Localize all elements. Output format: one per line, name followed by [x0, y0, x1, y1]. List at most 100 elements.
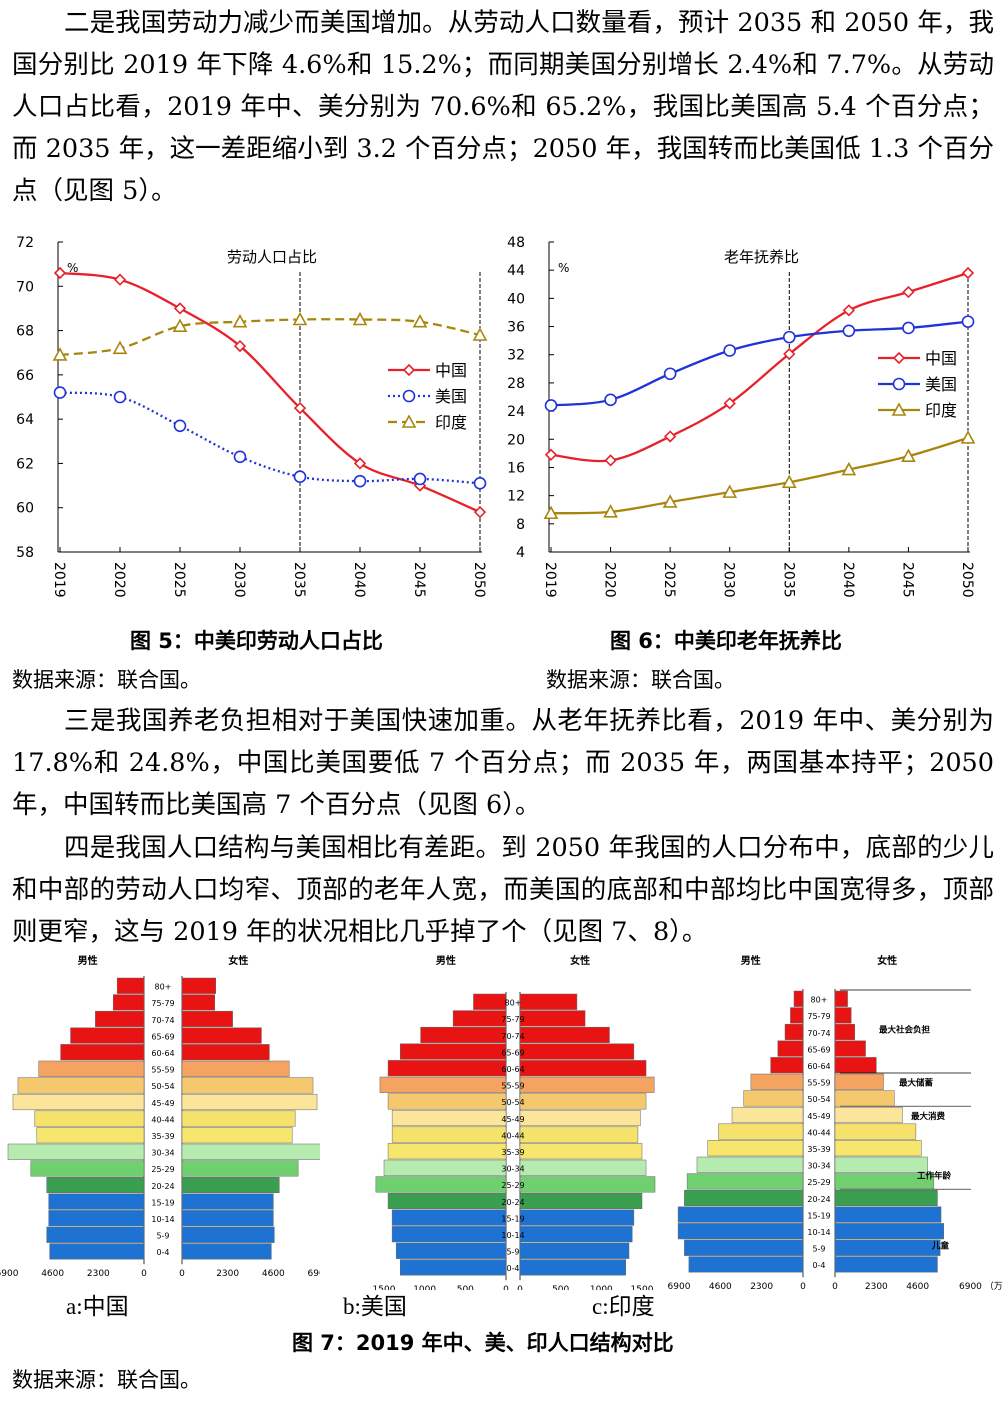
pyramid-china-svg: 男性 女性 80+ 75-79 70-74 65-69 60-64 55-59 50-54 45-…	[0, 954, 331, 1279]
age-group-label: 50-54	[807, 1095, 830, 1104]
age-group-label: 75-79	[151, 999, 174, 1008]
series-line	[59, 391, 481, 485]
age-group-label: 15-19	[501, 1214, 524, 1223]
age-group-label: 55-59	[501, 1082, 524, 1091]
data-point	[603, 504, 618, 518]
annotation-label: 最大储蓄	[899, 1078, 934, 1089]
male-bar	[718, 1123, 804, 1140]
x-tick-label: 0	[503, 1285, 509, 1290]
paragraph-population-structure: 四是我国人口结构与美国相比有差距。到 2050 年我国的人口分布中，底部的少儿和…	[12, 833, 994, 947]
age-group-label: 65-69	[151, 1032, 174, 1041]
age-group-label: 60-64	[501, 1065, 524, 1074]
age-group-label: 75-79	[807, 1012, 830, 1021]
female-bar	[519, 1010, 586, 1027]
female-bar	[181, 1060, 290, 1077]
female-label: 女性	[570, 954, 590, 967]
paragraph-labor-force: 二是我国劳动力减少而美国增加。从劳动人口数量看，预计 2035 和 2050 年…	[12, 8, 994, 206]
female-bar	[834, 1256, 938, 1273]
male-bar	[34, 1110, 145, 1127]
female-label: 女性	[228, 954, 248, 967]
data-point	[173, 419, 187, 433]
male-bar	[391, 1126, 507, 1143]
y-tick-label: 60	[16, 501, 34, 517]
legend-label: 中国	[435, 361, 467, 380]
unit-label: %	[67, 261, 78, 275]
x-tick-label: 6900	[308, 1269, 320, 1279]
chart-title: 老年抚养比	[724, 248, 799, 266]
female-bar	[834, 1206, 942, 1223]
x-tick-label: 6900	[0, 1269, 19, 1279]
x-tick-label: 4600	[709, 1282, 732, 1290]
female-label: 女性	[877, 954, 897, 967]
female-bar	[181, 1027, 262, 1044]
age-group-label: 5-9	[156, 1232, 169, 1241]
female-bar	[519, 1242, 630, 1259]
legend-marker	[402, 389, 416, 403]
x-tick-label: 2050	[471, 562, 487, 598]
x-tick-label: 2300	[750, 1282, 773, 1290]
labor-share-chart: 58 60 62 64 66 68 70 72 2019 2020 2025 2030 2035 2040…	[0, 225, 500, 615]
data-point	[472, 327, 488, 341]
pyramid-india: 男性 女性 80+ 75-79 70-74 65-69 60-64 55-59 50-54 45-…	[665, 950, 1003, 1292]
y-tick-label: 12	[507, 489, 525, 505]
age-group-label: 65-69	[501, 1048, 524, 1057]
male-bar	[777, 1040, 804, 1057]
fig6-caption: 图 6：中美印老年抚养比	[610, 629, 842, 653]
female-bar	[519, 1076, 655, 1093]
data-point	[902, 285, 915, 299]
age-group-label: 30-34	[151, 1149, 174, 1158]
age-group-label: 20-24	[151, 1182, 174, 1191]
male-label: 男性	[436, 954, 456, 967]
male-bar	[12, 1093, 145, 1111]
male-label: 男性	[78, 954, 98, 967]
x-tick-label: 1000	[413, 1285, 436, 1290]
female-bar	[834, 990, 848, 1007]
data-point	[52, 347, 68, 361]
data-point	[473, 506, 487, 519]
data-point	[662, 494, 678, 508]
x-tick-label: 2300	[216, 1269, 239, 1279]
data-point	[902, 321, 915, 335]
y-tick-label: 16	[507, 460, 525, 476]
age-group-label: 0-4	[812, 1261, 825, 1270]
age-group-label: 30-34	[807, 1162, 830, 1171]
female-bar	[519, 1176, 656, 1193]
male-bar	[375, 1176, 507, 1193]
age-group-label: 70-74	[151, 1016, 174, 1025]
x-tick-label: 2025	[661, 562, 677, 598]
data-point	[113, 390, 127, 404]
y-tick-label: 68	[16, 324, 34, 340]
male-bar	[686, 1173, 804, 1190]
y-tick-label: 36	[507, 320, 525, 336]
female-bar	[519, 1060, 647, 1077]
fig7-source: 数据来源：联合国。	[12, 1368, 201, 1392]
y-tick-label: 72	[16, 235, 34, 251]
legend-label: 印度	[925, 401, 957, 420]
age-group-label: 45-49	[501, 1115, 524, 1124]
age-group-label: 50-54	[501, 1098, 524, 1107]
y-tick-label: 64	[16, 412, 34, 428]
female-bar	[834, 1223, 944, 1240]
x-tick-label: 0	[517, 1285, 523, 1290]
male-bar	[452, 1010, 507, 1027]
female-bar	[834, 1140, 922, 1157]
male-bar	[750, 1073, 804, 1090]
female-bar	[834, 1156, 928, 1173]
age-group-label: 60-64	[807, 1062, 830, 1071]
x-tick-label: 2045	[411, 562, 427, 598]
male-bar	[684, 1239, 804, 1256]
male-bar	[116, 977, 145, 994]
x-tick-label: 2030	[721, 562, 737, 598]
male-bar	[677, 1223, 804, 1240]
male-bar	[731, 1106, 804, 1124]
data-point	[842, 304, 855, 317]
annotation-label: 最大消费	[911, 1111, 946, 1122]
x-tick-label: 2045	[899, 562, 915, 598]
age-group-label: 80+	[811, 996, 828, 1005]
sub-label-china: a:中国	[66, 1294, 129, 1319]
y-tick-label: 28	[507, 376, 525, 392]
data-point	[113, 273, 127, 286]
data-point	[353, 457, 367, 470]
male-bar	[17, 1077, 145, 1094]
